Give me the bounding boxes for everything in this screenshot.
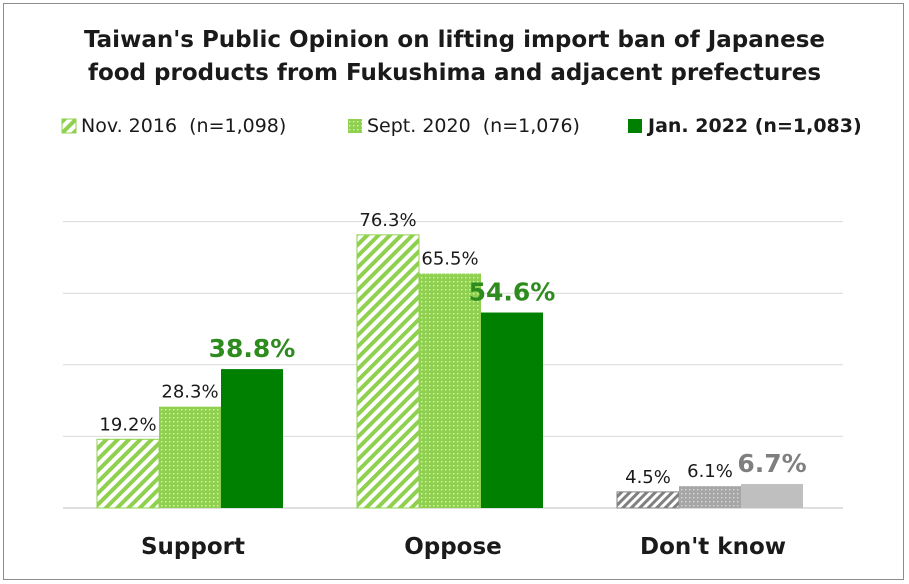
bar xyxy=(481,312,543,508)
legend-label-jan-2022: Jan. 2022 (n=1,083) xyxy=(646,115,862,137)
data-label: 19.2% xyxy=(99,414,156,435)
data-label: 76.3% xyxy=(359,210,416,231)
chart-title-line-2: food products from Fukushima and adjacen… xyxy=(87,60,822,86)
bar xyxy=(96,438,160,509)
bar xyxy=(221,369,283,508)
legend-item-nov-2016: Nov. 2016 (n=1,098) xyxy=(61,115,286,137)
bar xyxy=(616,491,680,509)
chart-title-line-1: Taiwan's Public Opinion on lifting impor… xyxy=(83,27,826,53)
bar xyxy=(159,406,221,508)
legend-swatch-jan-2022 xyxy=(628,119,642,133)
data-label: 65.5% xyxy=(421,249,478,270)
legend-swatch-nov-2016 xyxy=(61,118,77,134)
category-label: Oppose xyxy=(404,534,502,560)
bar xyxy=(356,234,420,509)
data-label: 6.7% xyxy=(737,449,806,478)
bar xyxy=(419,273,481,508)
data-label: 28.3% xyxy=(161,382,218,403)
category-label: Don't know xyxy=(640,534,786,560)
bars xyxy=(96,234,803,509)
value-labels: 19.2%28.3% 38.8% 76.3%65.5% 54.6% 4.5% 6.1% 6.… xyxy=(99,210,806,488)
legend-item-jan-2022: Jan. 2022 (n=1,083) xyxy=(628,115,862,137)
legend-label-nov-2016: Nov. 2016 (n=1,098) xyxy=(81,115,286,137)
chart-title: Taiwan's Public Opinion on lifting impor… xyxy=(0,24,909,90)
legend-swatch-sept-2020 xyxy=(348,119,362,133)
legend: Nov. 2016 (n=1,098) Sept. 2020 (n=1,076)… xyxy=(61,115,862,137)
category-labels: Support Oppose Don't know xyxy=(141,534,786,560)
bar xyxy=(741,484,803,508)
legend-item-sept-2020: Sept. 2020 (n=1,076) xyxy=(348,115,580,137)
data-label: 38.8% xyxy=(209,334,296,363)
legend-label-sept-2020: Sept. 2020 (n=1,076) xyxy=(367,115,580,137)
data-label: 6.1% xyxy=(687,461,733,482)
category-label: Support xyxy=(141,534,245,560)
data-label: 4.5% xyxy=(625,467,671,488)
bar xyxy=(679,486,741,508)
data-label: 54.6% xyxy=(469,278,556,307)
